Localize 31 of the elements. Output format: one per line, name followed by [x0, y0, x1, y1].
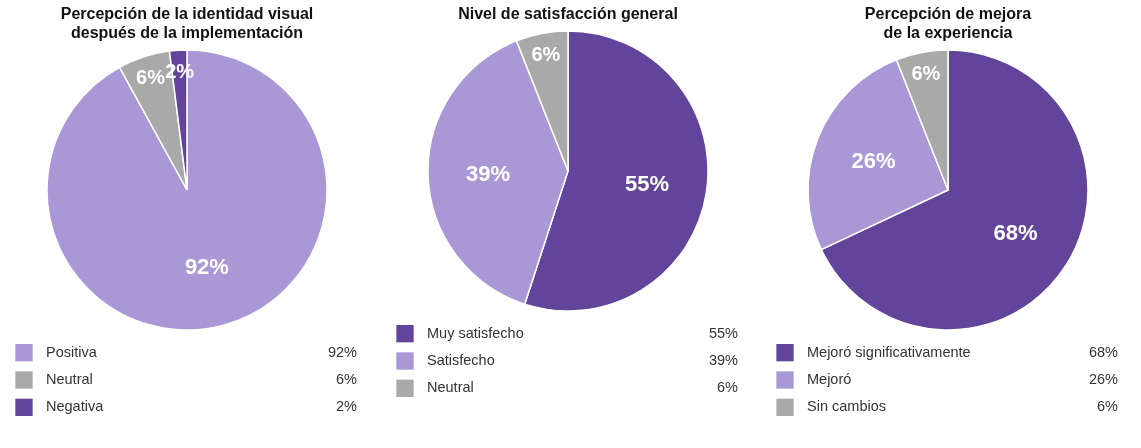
data-label: 92%: [184, 254, 229, 280]
chart-title: Percepción de la identidad visual después de la implementación: [60, 5, 314, 41]
legend-label: Sin cambios: [807, 398, 886, 415]
text: 6%: [1097, 398, 1118, 415]
data-label: 55%: [624, 170, 669, 196]
text: 6%: [716, 379, 738, 396]
legend-label: Neutral: [426, 379, 474, 396]
data-label: 6%: [911, 62, 941, 85]
data-label: 68%: [993, 219, 1038, 245]
pie-slice: [46, 49, 328, 331]
text: 39%: [708, 352, 738, 368]
legend-label: Satisfecho: [426, 352, 495, 368]
text: 26%: [1088, 371, 1118, 387]
legend-label: Mejoró: [807, 371, 852, 387]
chart-title: Percepción de mejora de la experiencia: [864, 5, 1032, 41]
legend-label: Neutral: [46, 371, 93, 387]
data-label: 6%: [136, 65, 166, 88]
text: 6%: [336, 371, 357, 387]
legend-label: Positiva: [46, 343, 98, 360]
text: 2%: [336, 398, 357, 415]
text: 68%: [1088, 343, 1118, 360]
legend-label: Mejoró significativamente: [807, 343, 971, 360]
legend-label: Negativa: [46, 398, 105, 415]
text: 55%: [708, 324, 738, 341]
data-label: 6%: [530, 43, 561, 66]
legend-label: Muy satisfecho: [426, 324, 524, 341]
chart-title: Nivel de satisfacción general: [457, 5, 678, 22]
data-label: 26%: [851, 147, 896, 173]
data-label: 2%: [165, 60, 195, 83]
text: 92%: [327, 343, 357, 360]
data-label: 39%: [465, 160, 510, 186]
